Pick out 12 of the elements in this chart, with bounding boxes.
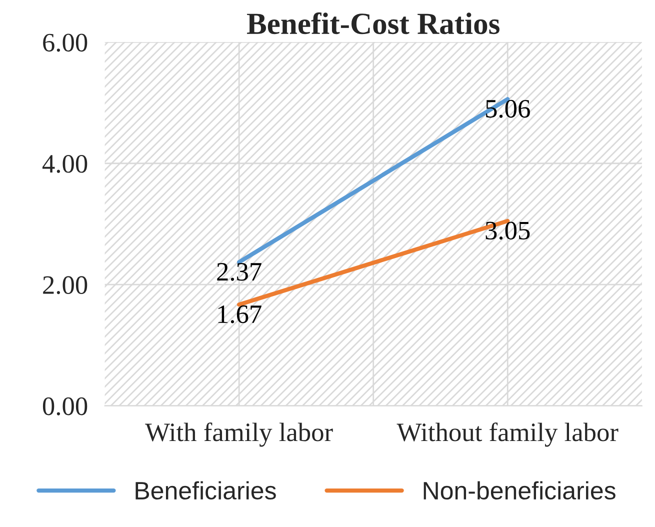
x-tick-label: Without family labor [396, 422, 618, 447]
y-tick-label: 2.00 [43, 276, 88, 294]
data-label: 2.37 [217, 262, 262, 281]
legend-label: Beneficiaries [136, 481, 276, 500]
x-tick-label: With family labor [145, 422, 333, 447]
data-label: 3.05 [486, 222, 530, 240]
y-tick-label: 4.00 [42, 154, 88, 173]
chart-title: Benefit-Cost Ratios [246, 12, 500, 34]
legend-label: Non-beneficiaries [424, 481, 616, 500]
y-tick-label: 6.00 [43, 34, 88, 52]
data-label: 1.67 [218, 305, 262, 324]
y-tick-label: 0.00 [42, 397, 88, 416]
